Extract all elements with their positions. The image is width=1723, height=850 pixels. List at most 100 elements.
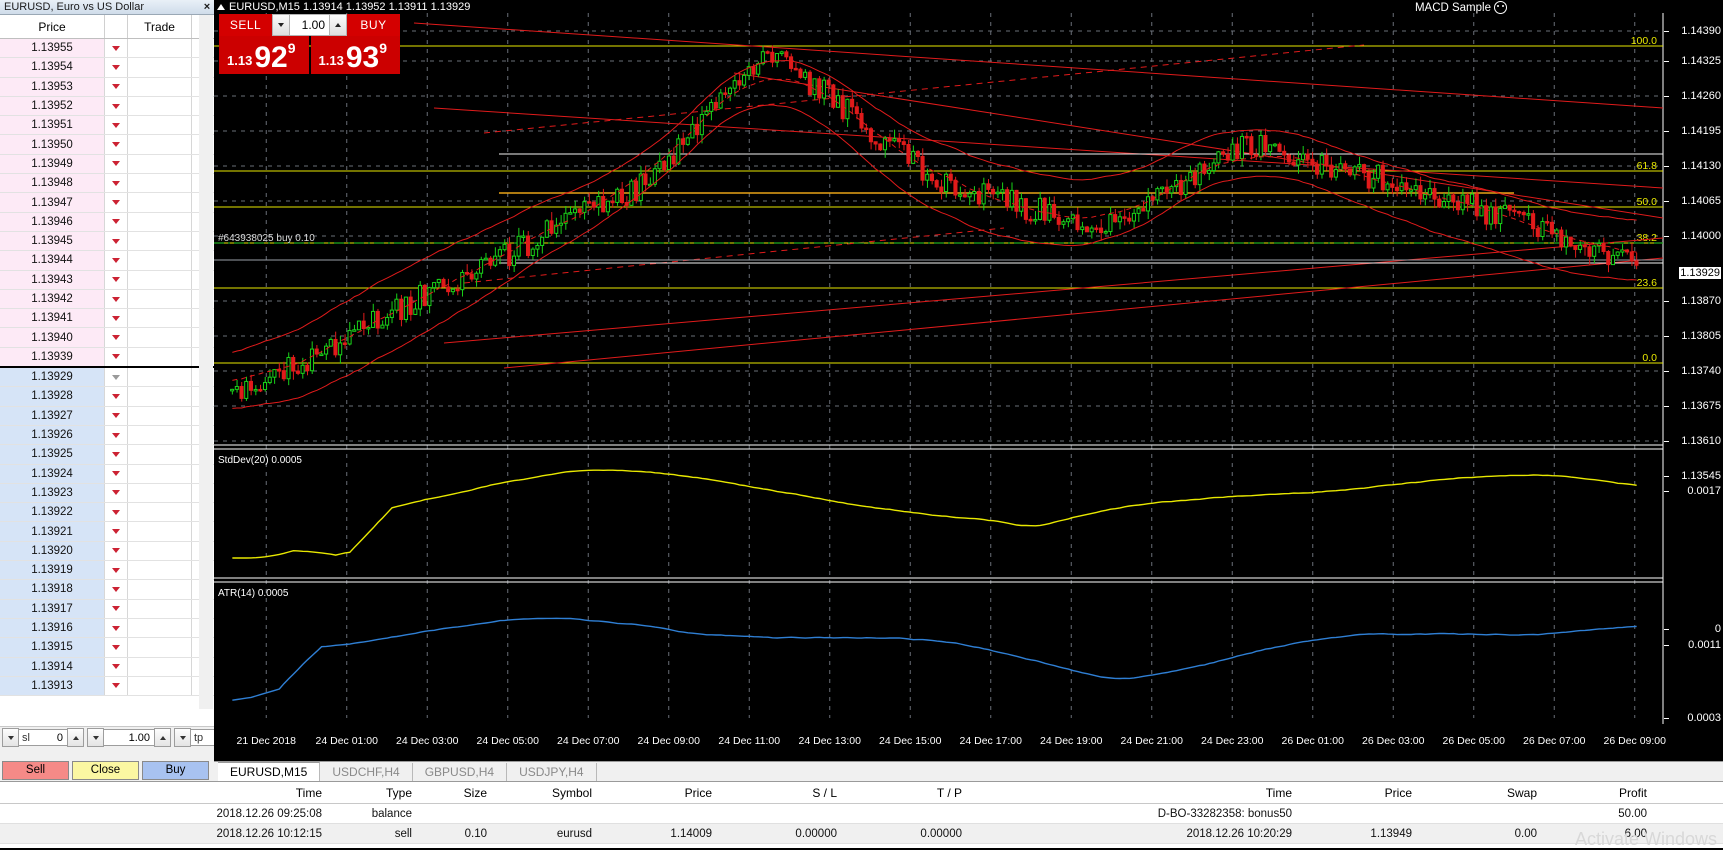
ladder-row[interactable]: 1.13955: [0, 39, 214, 59]
chevron-down-icon[interactable]: [105, 657, 128, 676]
chevron-down-icon[interactable]: [87, 728, 104, 747]
ladder-price[interactable]: 1.13946: [0, 212, 106, 231]
ladder-trade-cell[interactable]: [127, 116, 193, 135]
ladder-price[interactable]: 1.13945: [0, 231, 106, 251]
ladder-price[interactable]: 1.13922: [0, 503, 106, 522]
ladder-row[interactable]: 1.13948: [0, 174, 214, 194]
ladder-price[interactable]: 1.13918: [0, 580, 106, 599]
ladder-trade-cell[interactable]: [127, 39, 193, 58]
close-icon[interactable]: ×: [203, 1, 211, 13]
chevron-down-icon[interactable]: [174, 728, 191, 747]
ladder-price[interactable]: 1.13944: [0, 251, 106, 270]
ladder-trade-cell[interactable]: [127, 522, 193, 541]
ladder-trade-cell[interactable]: [127, 541, 193, 561]
chevron-down-icon[interactable]: [105, 251, 128, 270]
ladder-price[interactable]: 1.13920: [0, 541, 106, 561]
ladder-row[interactable]: 1.13919: [0, 561, 214, 581]
ladder-price[interactable]: 1.13915: [0, 638, 106, 657]
ladder-trade-cell[interactable]: [127, 347, 193, 367]
one-click-trading-panel[interactable]: SELL 1.00 BUY 1.13 92 9 1.13 93 9: [219, 14, 400, 74]
ladder-price[interactable]: 1.13921: [0, 522, 106, 541]
ladder-price[interactable]: 1.13917: [0, 599, 106, 618]
terminal-column-time1[interactable]: Time: [295, 785, 322, 800]
ladder-row[interactable]: 1.13939: [0, 347, 214, 369]
chart-tab-usdchf-h4[interactable]: USDCHF,H4: [320, 763, 413, 782]
ladder-price[interactable]: 1.13951: [0, 116, 106, 135]
terminal-column-swap[interactable]: Swap: [1506, 785, 1537, 800]
chart-tab-usdjpy-h4[interactable]: USDJPY,H4: [507, 763, 597, 782]
ladder-trade-cell[interactable]: [127, 445, 193, 464]
ladder-trade-cell[interactable]: [127, 270, 193, 289]
ladder-row[interactable]: 1.13945: [0, 231, 214, 252]
ladder-trade-cell[interactable]: [127, 464, 193, 483]
ladder-row[interactable]: 1.13922: [0, 503, 214, 523]
ladder-rows[interactable]: 1.13955 1.13954 1.13953 1.13952 1.13951 1.139…: [0, 39, 214, 733]
chart-canvas[interactable]: 100.0 61.8 50.0 38.2 23.6 0.0 #643938025 buy 0…: [214, 13, 1723, 724]
chevron-down-icon[interactable]: [105, 231, 128, 251]
ladder-price[interactable]: 1.13948: [0, 174, 106, 193]
ladder-row[interactable]: 1.13925: [0, 445, 214, 465]
table-row[interactable]: 2018.12.26 10:12:15 sell 0.10 eurusd 1.14009…: [0, 824, 1723, 844]
terminal-column-tp[interactable]: T / P: [936, 785, 962, 800]
ladder-trade-cell[interactable]: [127, 368, 193, 387]
oct-ask-price[interactable]: 1.13 93 9: [310, 36, 400, 74]
oct-sell-button[interactable]: SELL: [219, 14, 272, 36]
terminal-column-size[interactable]: Size: [463, 785, 487, 800]
ladder-row[interactable]: 1.13923: [0, 483, 214, 504]
ladder-price[interactable]: 1.13941: [0, 309, 106, 328]
chevron-down-icon[interactable]: [105, 503, 128, 522]
terminal-column-sl[interactable]: S / L: [812, 785, 837, 800]
chevron-down-icon[interactable]: [105, 77, 128, 96]
ladder-price[interactable]: 1.13942: [0, 289, 106, 309]
chevron-down-icon[interactable]: [105, 676, 128, 696]
chevron-down-icon[interactable]: [105, 39, 128, 58]
terminal-column-symbol[interactable]: Symbol: [551, 785, 592, 800]
ladder-row[interactable]: 1.13918: [0, 580, 214, 600]
chart-tab-gbpusd-h4[interactable]: GBPUSD,H4: [413, 763, 508, 782]
chart-tab-bar[interactable]: EURUSD,M15 USDCHF,H4 GBPUSD,H4 USDJPY,H4: [214, 761, 1723, 782]
terminal-rows[interactable]: 2018.12.26 09:25:08 balance D-BO-33282358:…: [0, 804, 1723, 844]
chevron-down-icon[interactable]: [2, 728, 19, 747]
chevron-down-icon[interactable]: [105, 328, 128, 347]
ladder-trade-cell[interactable]: [127, 154, 193, 174]
ladder-row[interactable]: 1.13941: [0, 309, 214, 329]
terminal-column-profit[interactable]: Profit: [1618, 785, 1647, 800]
ladder-row[interactable]: 1.13926: [0, 425, 214, 446]
price-axis[interactable]: 1.14390 1.14325 1.14260 1.14195 1.14130 1.140…: [1663, 13, 1723, 724]
ladder-row[interactable]: 1.13944: [0, 251, 214, 271]
chevron-down-icon[interactable]: [105, 58, 128, 77]
ladder-price[interactable]: 1.13916: [0, 618, 106, 638]
ladder-price[interactable]: 1.13949: [0, 154, 106, 174]
ladder-price[interactable]: 1.13947: [0, 193, 106, 212]
ladder-trade-cell[interactable]: [127, 251, 193, 270]
terminal-column-price1[interactable]: Price: [684, 785, 712, 800]
ladder-row[interactable]: 1.13954: [0, 58, 214, 78]
ladder-row[interactable]: 1.13920: [0, 541, 214, 562]
oct-bid-price[interactable]: 1.13 92 9: [219, 36, 309, 74]
ladder-price[interactable]: 1.13919: [0, 561, 106, 580]
ladder-price[interactable]: 1.13952: [0, 96, 106, 116]
ladder-trade-cell[interactable]: [127, 638, 193, 657]
ladder-price[interactable]: 1.13954: [0, 58, 106, 77]
chevron-down-icon[interactable]: [105, 464, 128, 483]
chevron-down-icon[interactable]: [105, 599, 128, 618]
ladder-price[interactable]: 1.13927: [0, 406, 106, 425]
ladder-price[interactable]: 1.13914: [0, 657, 106, 676]
ladder-trade-cell[interactable]: [127, 425, 193, 445]
ladder-trade-cell[interactable]: [127, 657, 193, 676]
ladder-trade-cell[interactable]: [127, 503, 193, 522]
chevron-down-icon[interactable]: [105, 193, 128, 212]
ladder-trade-cell[interactable]: [127, 212, 193, 231]
ladder-trade-cell[interactable]: [127, 193, 193, 212]
chevron-down-icon[interactable]: [105, 116, 128, 135]
ladder-price[interactable]: 1.13939: [0, 347, 106, 367]
chart-window[interactable]: EURUSD,M15 1.13914 1.13952 1.13911 1.139…: [214, 0, 1723, 782]
ladder-row[interactable]: 1.13929: [0, 368, 214, 388]
ladder-row[interactable]: 1.13943: [0, 270, 214, 290]
ladder-trade-cell[interactable]: [127, 676, 193, 696]
chevron-up-icon[interactable]: [154, 728, 171, 747]
chevron-down-icon[interactable]: [105, 212, 128, 231]
ladder-row[interactable]: 1.13924: [0, 464, 214, 484]
ladder-price[interactable]: 1.13928: [0, 387, 106, 406]
ladder-trade-cell[interactable]: [127, 309, 193, 328]
